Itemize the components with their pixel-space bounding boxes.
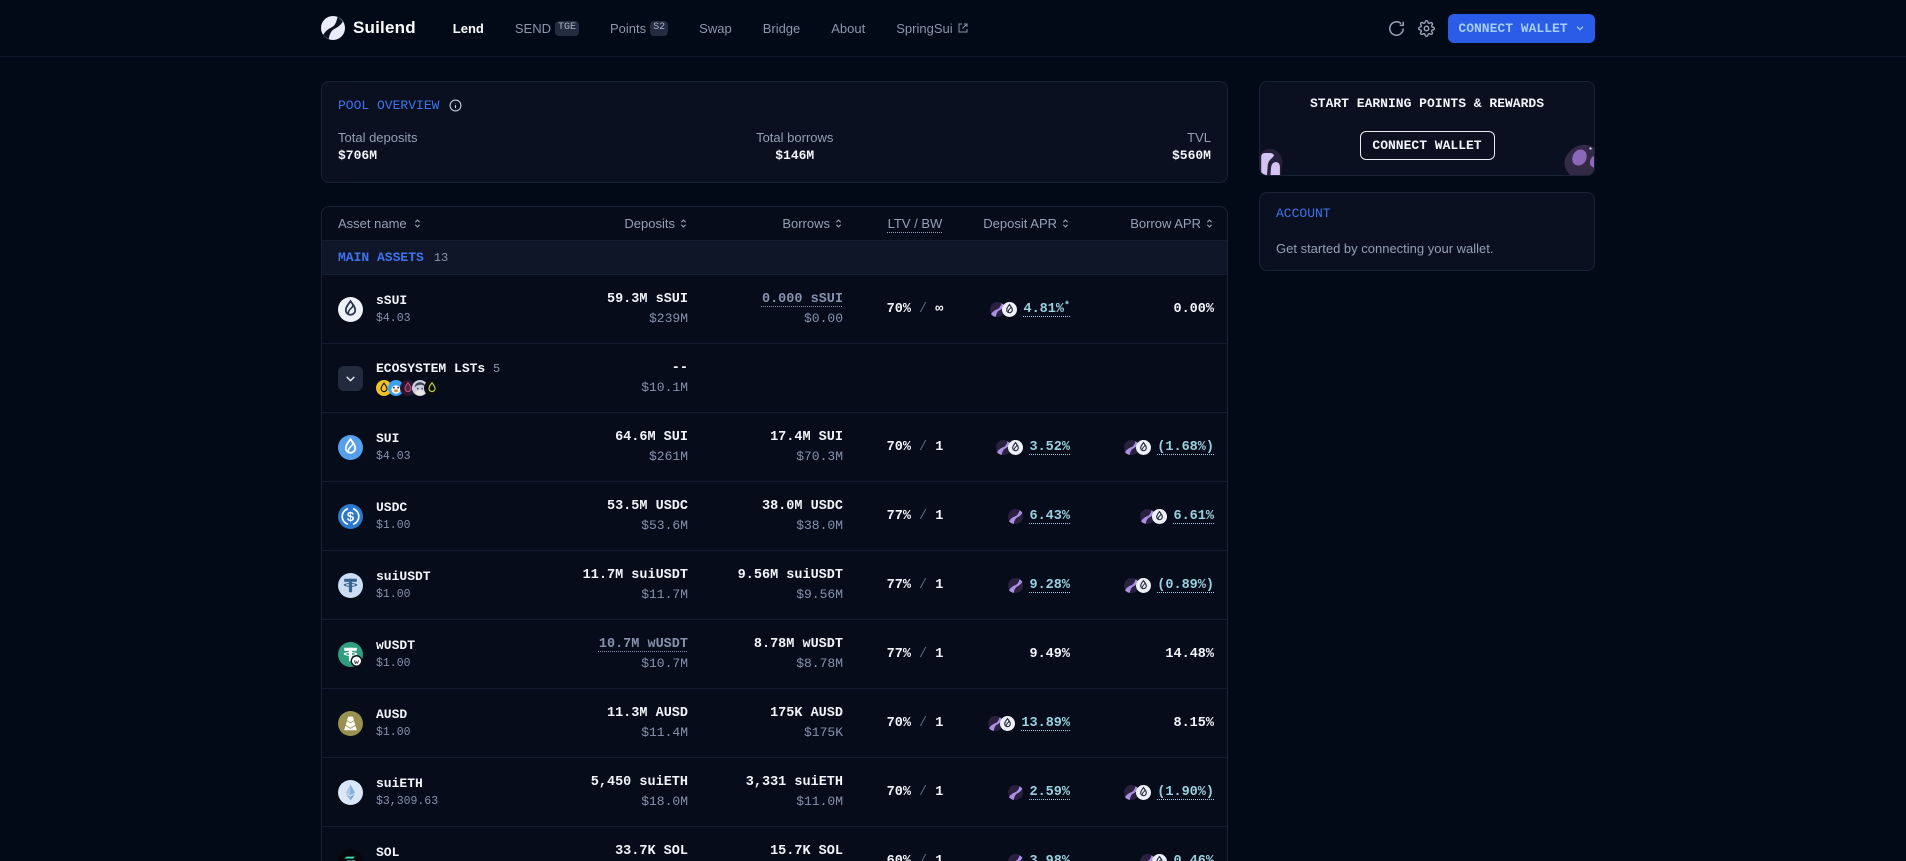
svg-text:w: w [354,657,360,666]
svg-text:$: $ [347,509,355,524]
